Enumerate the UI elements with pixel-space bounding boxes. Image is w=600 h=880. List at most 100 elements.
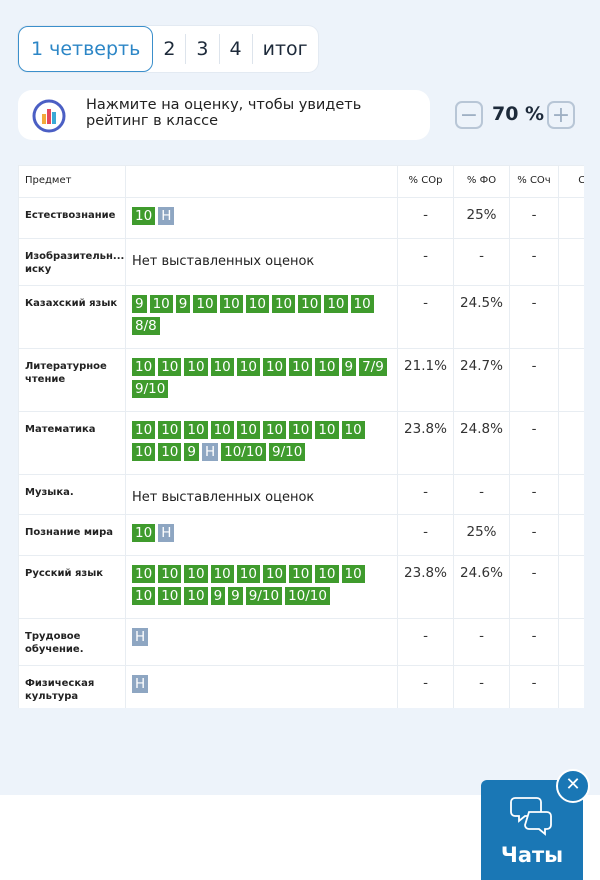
grade[interactable]: 9 (175, 295, 191, 313)
grade[interactable]: 10 (158, 587, 182, 605)
grade[interactable]: 9/10 (269, 443, 306, 461)
grade[interactable]: 10 (184, 358, 208, 376)
grade[interactable]: 7/9 (359, 358, 387, 376)
grade[interactable]: 10 (245, 295, 269, 313)
grade[interactable]: 9/10 (132, 380, 169, 398)
percent-cell: - (397, 197, 454, 239)
grade[interactable]: 10 (289, 358, 313, 376)
grade[interactable]: 10 (289, 565, 313, 583)
percent-cell: - (397, 238, 454, 286)
grades-cell: 10 Н (125, 514, 398, 556)
tab[interactable]: 3 (185, 34, 218, 64)
subject-row: Естествознание 10 Н -25% - (18, 197, 584, 239)
grade[interactable]: Н (158, 524, 175, 542)
subject-name: Математика (18, 411, 126, 475)
header-cell (125, 165, 398, 198)
percent-cell: - (397, 665, 454, 708)
grade[interactable]: 10 (210, 421, 234, 439)
grade[interactable]: 10 (271, 295, 296, 313)
close-button[interactable]: ✕ (556, 769, 590, 803)
percent-cell: - (397, 618, 454, 666)
grade[interactable]: 9/10 (245, 587, 283, 605)
grade[interactable]: 10 (132, 207, 156, 225)
grade[interactable]: 10 (158, 421, 182, 439)
grade[interactable]: 10 (132, 587, 156, 605)
grade[interactable]: 10 (132, 443, 156, 461)
grade[interactable]: 10 (324, 295, 348, 313)
grade[interactable]: 10 (262, 565, 287, 583)
grade[interactable]: 10 (184, 421, 208, 439)
percent-cell: - (453, 665, 510, 708)
grade[interactable]: 10 (132, 524, 156, 542)
subject-name: Казахский язык (18, 285, 126, 349)
grade[interactable]: 10 (132, 565, 156, 583)
tab[interactable]: 4 (218, 34, 252, 64)
grade[interactable]: 10 (184, 565, 208, 583)
grade[interactable]: Н (132, 675, 149, 693)
subject-name: Естествознание (18, 197, 126, 239)
percent-cell: - (509, 474, 559, 515)
sum-cell (558, 238, 584, 286)
grade[interactable]: 8/8 (132, 317, 160, 335)
grade[interactable]: 9 (184, 443, 199, 461)
percent-cell: 25% (453, 514, 510, 556)
grade[interactable]: 10 (298, 295, 322, 313)
subject-row: Казахский язык 9 10 9 10 10 10 10 10 10 108/8-24.5… (18, 285, 584, 349)
grade[interactable]: 9 (132, 295, 147, 313)
tab[interactable]: 1 четверть (18, 26, 154, 72)
grade[interactable]: 10 (262, 421, 287, 439)
grade[interactable]: Н (158, 207, 175, 225)
percent-cell: - (453, 474, 510, 515)
grade[interactable]: 10 (236, 565, 260, 583)
grade[interactable]: 10 (262, 358, 287, 376)
percent-cell: 23.8% (397, 411, 454, 475)
grade[interactable]: 10 (184, 587, 208, 605)
grade[interactable]: 10 (193, 295, 217, 313)
grade[interactable]: 10 (132, 358, 156, 376)
grade[interactable]: 10 (289, 421, 313, 439)
tab[interactable]: итог (251, 34, 318, 64)
grade[interactable]: 10 (315, 358, 339, 376)
header-row: Предмет % СОр% ФО% СОчСум (18, 165, 584, 198)
grade[interactable]: 10 (315, 565, 339, 583)
plus-button[interactable]: + (547, 101, 575, 129)
grade[interactable]: Н (201, 443, 219, 461)
grade[interactable]: 10 (158, 358, 182, 376)
percent-cell: 23.8% (397, 555, 454, 619)
grades-cell: 10 Н (125, 197, 398, 239)
header-cell: % ФО (453, 165, 510, 198)
sum-cell (558, 411, 584, 475)
grade[interactable]: 10 (236, 358, 260, 376)
percent-cell: 24.8% (453, 411, 510, 475)
grade[interactable]: 10/10 (221, 443, 267, 461)
percent-cell: 25% (453, 197, 510, 239)
grade[interactable]: 10 (315, 421, 339, 439)
grade[interactable]: 9 (210, 587, 226, 605)
rating-icon (32, 99, 66, 133)
grade[interactable]: 10 (350, 295, 374, 313)
grade[interactable]: 10 (132, 421, 156, 439)
sum-cell (558, 514, 584, 556)
grade[interactable]: 10 (210, 358, 234, 376)
grade[interactable]: 10 (341, 421, 365, 439)
percent-cell: - (509, 411, 559, 475)
sum-cell (558, 555, 584, 619)
minus-button[interactable]: − (455, 101, 483, 129)
grade[interactable]: 10 (158, 565, 182, 583)
subject-name: Русский язык (18, 555, 126, 619)
percent-cell: - (509, 238, 559, 286)
grade[interactable]: Н (132, 628, 149, 646)
grades-cell: Нет выставленных оценок (125, 238, 398, 286)
grade[interactable]: 9 (341, 358, 357, 376)
grade[interactable]: 10 (341, 565, 365, 583)
grade[interactable]: 9 (228, 587, 243, 605)
tab[interactable]: 2 (163, 38, 176, 60)
grade[interactable]: 10/10 (285, 587, 330, 605)
grade[interactable]: 10 (236, 421, 260, 439)
rating-card[interactable]: Нажмите на оценку, чтобы увидеть рейтинг… (18, 90, 430, 140)
grade[interactable]: 10 (158, 443, 182, 461)
grade[interactable]: 10 (219, 295, 243, 313)
subject-name: Музыка. (18, 474, 126, 515)
grade[interactable]: 10 (149, 295, 173, 313)
grade[interactable]: 10 (210, 565, 234, 583)
